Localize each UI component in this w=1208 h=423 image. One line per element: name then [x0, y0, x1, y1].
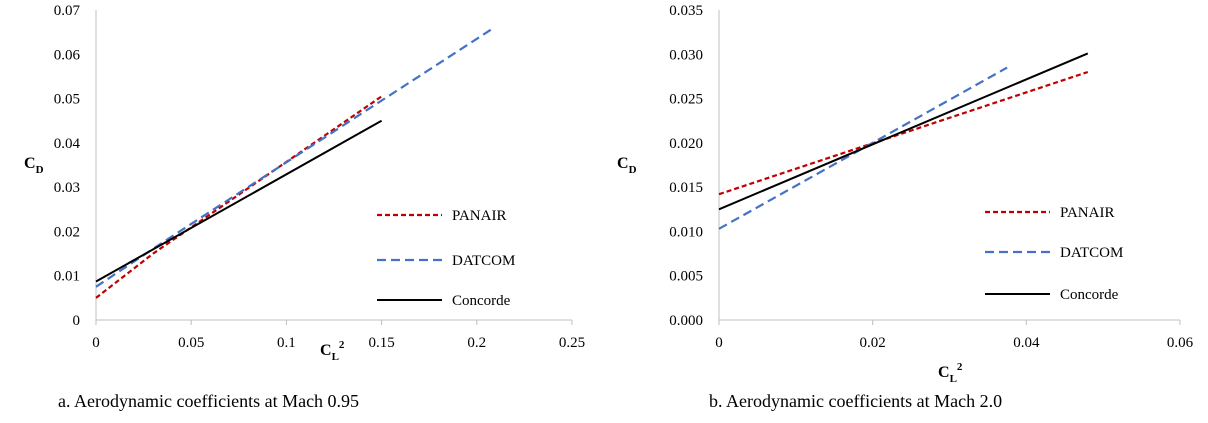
- y-tick-label: 0.010: [669, 224, 703, 240]
- series-line-concorde: [718, 52, 1089, 211]
- x-tick-label: 0.2: [467, 335, 486, 351]
- figure-caption: a. Aerodynamic coefficients at Mach 0.95: [58, 391, 359, 411]
- y-tick-label: 0: [73, 313, 81, 329]
- x-tick-label: 0: [715, 335, 723, 351]
- y-tick-label: 0.030: [669, 47, 703, 63]
- legend-label: Concorde: [452, 293, 511, 309]
- series-line-concorde: [95, 119, 383, 283]
- x-tick-label: 0: [92, 335, 100, 351]
- legend-label: Concorde: [1060, 287, 1119, 303]
- legend-label: DATCOM: [1060, 245, 1123, 261]
- x-tick-label: 0.04: [1013, 335, 1040, 351]
- x-axis-label: CL2: [938, 361, 963, 385]
- y-tick-label: 0.07: [54, 3, 81, 19]
- x-tick-label: 0.25: [559, 335, 585, 351]
- y-tick-label: 0.01: [54, 269, 80, 285]
- chart-mach-095: 0 0.01 0.02 0.03 0.04 0.05 0.06 0.07 0 0.05 0.1 0.1…: [24, 3, 585, 411]
- y-tick-label: 0.025: [669, 92, 703, 108]
- y-tick-label: 0.03: [54, 180, 80, 196]
- y-tick-label: 0.05: [54, 92, 80, 108]
- legend: PANAIR DATCOM Concorde: [985, 205, 1123, 303]
- legend-label: PANAIR: [452, 208, 506, 224]
- y-tick-label: 0.035: [669, 3, 703, 19]
- legend-label: PANAIR: [1060, 205, 1114, 221]
- legend: PANAIR DATCOM Concorde: [377, 208, 515, 309]
- x-axis-label: CL2: [320, 339, 345, 363]
- x-tick-label: 0.02: [860, 335, 886, 351]
- chart-mach-20: 0.0000.0050.0100.0150.0200.0250.0300.035…: [617, 3, 1194, 411]
- figure-caption: b. Aerodynamic coefficients at Mach 2.0: [709, 391, 1002, 411]
- x-tick-label: 0.05: [178, 335, 204, 351]
- legend-label: DATCOM: [452, 253, 515, 269]
- series-line-panair: [718, 70, 1089, 196]
- y-tick-label: 0.02: [54, 224, 80, 240]
- series-line-datcom: [95, 28, 493, 288]
- x-tick-label: 0.06: [1167, 335, 1194, 351]
- y-tick-label: 0.005: [669, 269, 703, 285]
- y-tick-label: 0.04: [54, 136, 81, 152]
- series-line-panair: [95, 95, 383, 299]
- y-tick-label: 0.000: [669, 313, 703, 329]
- y-tick-label: 0.015: [669, 180, 703, 196]
- x-tick-label: 0.1: [277, 335, 296, 351]
- y-tick-label: 0.06: [54, 47, 81, 63]
- y-axis-label: CD: [24, 155, 44, 176]
- x-tick-label: 0.15: [368, 335, 394, 351]
- y-tick-label: 0.020: [669, 136, 703, 152]
- y-axis-label: CD: [617, 155, 637, 176]
